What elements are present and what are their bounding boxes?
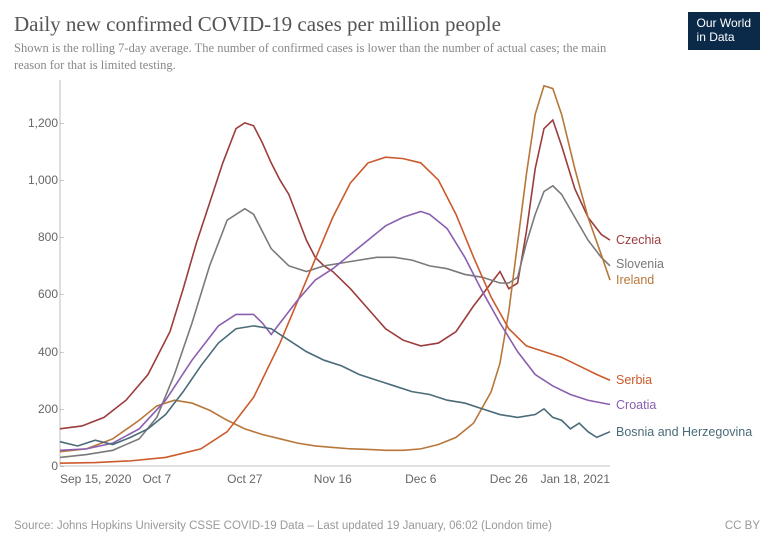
series-line-croatia [60, 212, 610, 451]
chart-area: 0 200 400 600 800 1,000 1,200 Sep 15, 2020 Oct … [14, 80, 760, 494]
series-label-slovenia: Slovenia [616, 257, 664, 271]
chart-title: Daily new confirmed COVID-19 cases per m… [14, 12, 760, 37]
x-tick-label: Dec 26 [490, 472, 528, 486]
y-tick-label: 800 [14, 230, 58, 244]
y-tick-label: 1,000 [14, 173, 58, 187]
header: Daily new confirmed COVID-19 cases per m… [14, 12, 760, 74]
logo-line-1: Our World [697, 17, 751, 31]
series-label-ireland: Ireland [616, 273, 654, 287]
series-label-croatia: Croatia [616, 398, 656, 412]
x-tick-label: Dec 6 [405, 472, 436, 486]
chart-subtitle: Shown is the rolling 7-day average. The … [14, 40, 614, 74]
series-label-serbia: Serbia [616, 373, 652, 387]
y-tick-label: 400 [14, 345, 58, 359]
x-tick-label: Oct 7 [142, 472, 171, 486]
x-tick-label: Nov 16 [314, 472, 352, 486]
series-label-czechia: Czechia [616, 233, 661, 247]
y-tick-label: 0 [14, 459, 58, 473]
x-tick-label: Jan 18, 2021 [541, 472, 610, 486]
series-line-bosnia-and-herzegovina [60, 326, 610, 446]
owid-logo: Our World in Data [688, 12, 760, 50]
logo-line-2: in Data [697, 31, 751, 45]
series-line-ireland [60, 86, 610, 452]
series-label-bosnia-and-herzegovina: Bosnia and Herzegovina [616, 425, 752, 439]
license-text: CC BY [725, 520, 760, 532]
y-tick-label: 1,200 [14, 116, 58, 130]
chart-container: Daily new confirmed COVID-19 cases per m… [0, 0, 774, 542]
plot-area [60, 80, 610, 466]
footer: Source: Johns Hopkins University CSSE CO… [14, 520, 760, 532]
y-tick-label: 600 [14, 287, 58, 301]
x-tick-label: Oct 27 [227, 472, 262, 486]
y-tick-label: 200 [14, 402, 58, 416]
plot-svg [60, 80, 610, 466]
x-tick-label: Sep 15, 2020 [60, 472, 131, 486]
source-text: Source: Johns Hopkins University CSSE CO… [14, 520, 552, 532]
